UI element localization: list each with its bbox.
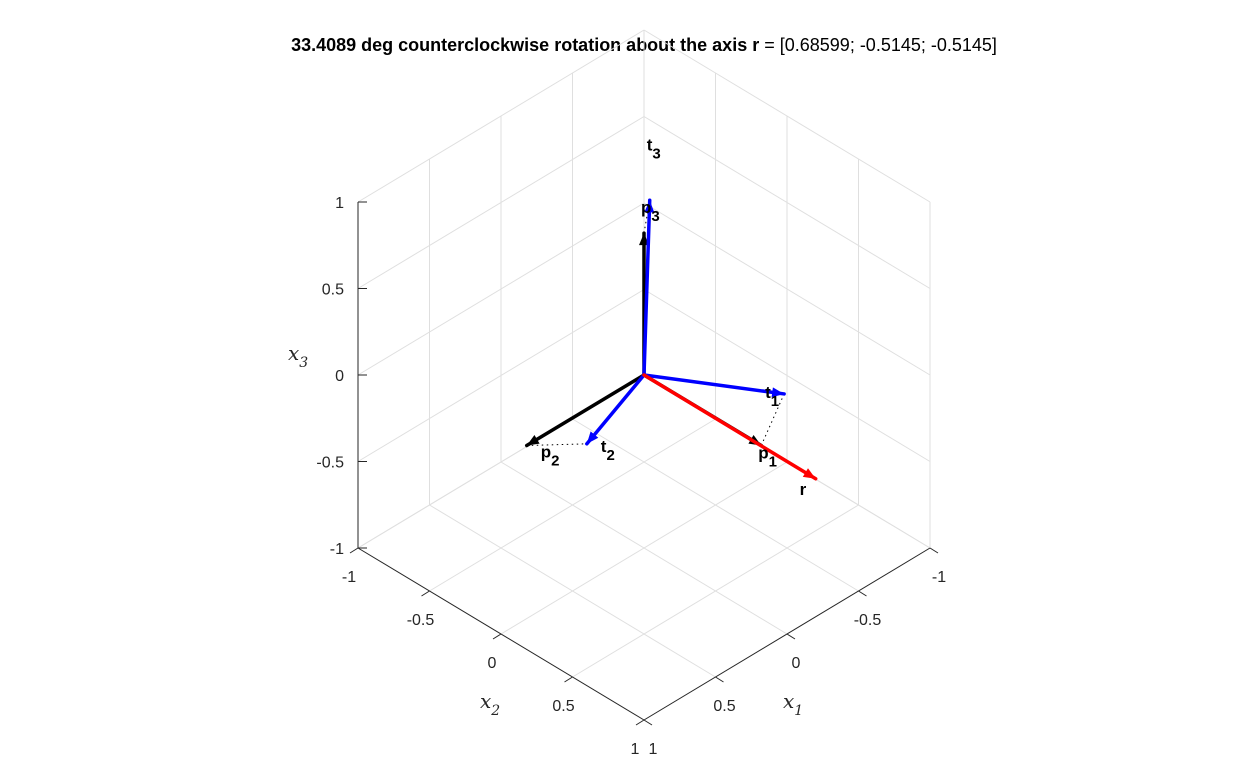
x1-tick-mark xyxy=(635,719,645,726)
x1-tick-label: 0 xyxy=(488,655,497,672)
label-r: r xyxy=(800,480,807,499)
x3-tick-label: 0.5 xyxy=(322,282,344,299)
vector-r xyxy=(642,373,818,481)
grid-line xyxy=(643,202,931,376)
grid-line xyxy=(643,289,931,462)
connector-p3-t3 xyxy=(643,200,651,234)
connectors xyxy=(526,200,785,447)
grid-line xyxy=(357,116,645,289)
x2-tick-mark xyxy=(715,676,724,683)
connector-p2-t2 xyxy=(526,443,587,447)
grid-line xyxy=(572,418,859,592)
x2-tick-mark xyxy=(858,590,867,597)
chart-title: 33.4089 deg counterclockwise rotation ab… xyxy=(291,35,997,55)
x1-tick-mark xyxy=(492,633,502,640)
label-p2: p2 xyxy=(541,443,560,470)
x1-tick-label: 1 xyxy=(631,741,640,758)
x2-tick-label: 1 xyxy=(649,741,658,758)
chart-title-prefix: 33.4089 deg counterclockwise rotation ab… xyxy=(291,35,752,55)
label-p2-subscript: 2 xyxy=(551,453,559,470)
grid-line xyxy=(357,202,645,376)
x1-tick-label: -0.5 xyxy=(407,612,435,629)
vector-p3-arrowhead xyxy=(639,233,649,246)
tick-labels: -1 -0.5 0 0.5 1 -1 -0.5 0 0.5 1 -1 -0.5 0 0.5 1 xyxy=(316,195,946,758)
x2-tick-label: 0.5 xyxy=(713,698,735,715)
vectors xyxy=(524,198,818,481)
grid-line xyxy=(643,29,931,203)
x1-tick-label: -1 xyxy=(342,569,356,586)
x1-tick-mark xyxy=(421,590,430,597)
grid-line xyxy=(643,116,931,289)
vector-p2 xyxy=(524,373,646,448)
x1-tick-mark xyxy=(349,547,359,554)
label-p1: p1 xyxy=(758,444,777,471)
label-t3-subscript: 3 xyxy=(652,145,660,162)
x2-axis-label-subscript: 2 xyxy=(490,703,500,719)
x1-tick-label: 0.5 xyxy=(552,698,574,715)
label-t3: t3 xyxy=(647,135,661,162)
label-t1-subscript: 1 xyxy=(771,393,779,410)
vector-t1-arrowhead xyxy=(771,387,785,398)
chart-title-suffix: = [0.68599; -0.5145; -0.5145] xyxy=(759,35,997,55)
vector-t3 xyxy=(642,198,652,377)
vector-t2-arrowhead xyxy=(586,431,599,444)
vector-t1 xyxy=(642,373,786,396)
x2-tick-mark xyxy=(643,719,653,726)
grid-line xyxy=(357,29,645,203)
grid-line xyxy=(429,504,716,678)
label-t1: t1 xyxy=(765,383,779,410)
x3-axis-label: x3 xyxy=(288,341,308,371)
x3-tick-label: -1 xyxy=(330,541,344,558)
x3-tick-label: 1 xyxy=(335,195,344,212)
axis-labels: x1 x2 x3 xyxy=(288,341,803,719)
axes-box xyxy=(349,201,939,726)
x2-tick-label: -0.5 xyxy=(854,612,882,629)
vector-p2-arrowhead xyxy=(526,435,540,446)
x2-axis-label: x2 xyxy=(480,689,500,719)
x1-tick-mark xyxy=(564,676,573,683)
grid-line xyxy=(357,289,645,462)
x1-axis-label-subscript: 1 xyxy=(794,703,803,719)
x2-tick-label: -1 xyxy=(932,569,946,586)
x2-tick-mark xyxy=(786,633,796,640)
label-t2-subscript: 2 xyxy=(606,447,614,464)
label-p3-subscript: 3 xyxy=(651,208,659,225)
x2-tick-label: 0 xyxy=(792,655,801,672)
vector-t3-arrowhead xyxy=(644,200,655,213)
vector-t2 xyxy=(585,373,646,446)
x1-axis-label: x1 xyxy=(783,689,803,719)
label-p1-subscript: 1 xyxy=(769,454,777,471)
x3-tick-label: -0.5 xyxy=(316,455,344,472)
vector-r-arrowhead xyxy=(802,468,816,479)
x2-tick-mark xyxy=(929,547,939,554)
chart-title-axis-symbol: r xyxy=(752,35,759,55)
label-t2: t2 xyxy=(601,437,615,464)
grid-line xyxy=(500,461,788,635)
x3-tick-label: 0 xyxy=(335,368,344,385)
x3-axis-label-subscript: 3 xyxy=(299,355,308,371)
